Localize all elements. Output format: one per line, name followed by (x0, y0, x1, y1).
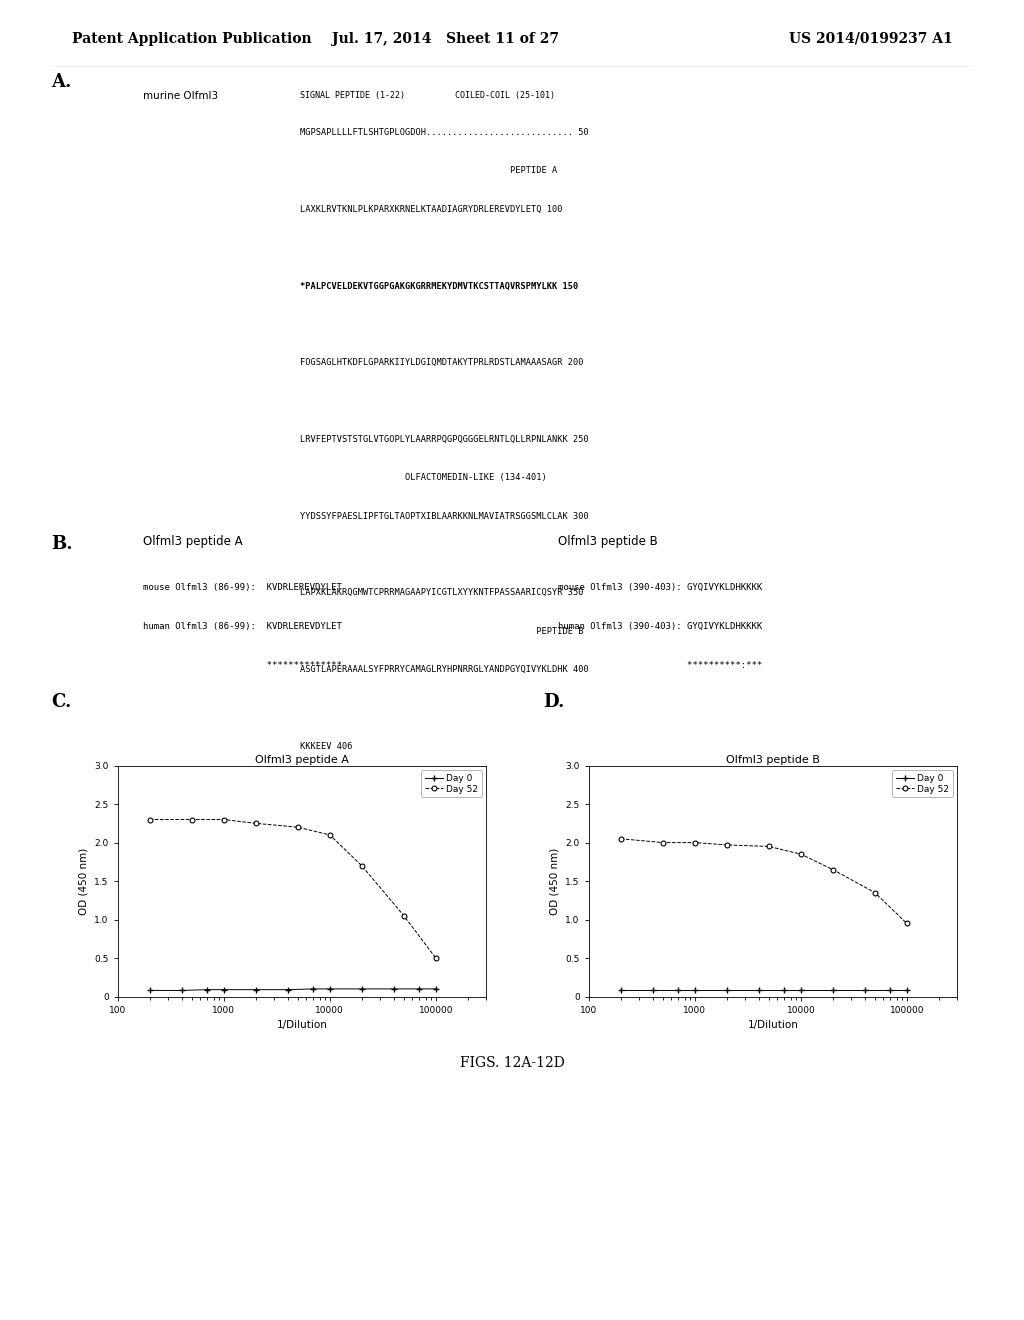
Text: **************: ************** (143, 661, 342, 669)
Text: PEPTIDE A: PEPTIDE A (300, 166, 557, 176)
X-axis label: 1/Dilution: 1/Dilution (276, 1020, 328, 1030)
Text: FIGS. 12A-12D: FIGS. 12A-12D (460, 1056, 564, 1069)
Text: US 2014/0199237 A1: US 2014/0199237 A1 (788, 32, 952, 46)
Text: D.: D. (543, 693, 564, 711)
Text: A.: A. (51, 73, 72, 91)
Text: C.: C. (51, 693, 72, 711)
Legend: Day 0, Day 52: Day 0, Day 52 (421, 770, 482, 797)
Text: murine Olfml3: murine Olfml3 (143, 91, 218, 102)
Text: MGPSAPLLLLFTLSHTGPLOGDOH............................ 50: MGPSAPLLLLFTLSHTGPLOGDOH................… (300, 128, 589, 137)
Text: *PALPCVELDEKVTGGPGAKGKGRRMEKYDMVTKCSTTAQVRSPMYLKK 150: *PALPCVELDEKVTGGPGAKGKGRRMEKYDMVTKCSTTAQ… (300, 281, 579, 290)
Text: KKKEEV 406: KKKEEV 406 (300, 742, 352, 751)
Text: human Olfml3 (86-99):  KVDRLEREVDYLET: human Olfml3 (86-99): KVDRLEREVDYLET (143, 622, 342, 631)
Title: Olfml3 peptide A: Olfml3 peptide A (255, 755, 349, 764)
Text: SIGNAL PEPTIDE (1-22)          COILED-COIL (25-101): SIGNAL PEPTIDE (1-22) COILED-COIL (25-10… (300, 91, 555, 100)
Text: Jul. 17, 2014   Sheet 11 of 27: Jul. 17, 2014 Sheet 11 of 27 (332, 32, 559, 46)
Text: mouse Olfml3 (86-99):  KVDRLEREVDYLET: mouse Olfml3 (86-99): KVDRLEREVDYLET (143, 583, 342, 593)
Text: human Olfml3 (390-403): GYQIVYKLDHKKKK: human Olfml3 (390-403): GYQIVYKLDHKKKK (558, 622, 762, 631)
Text: mouse Olfml3 (390-403): GYQIVYKLDHKKKK: mouse Olfml3 (390-403): GYQIVYKLDHKKKK (558, 583, 762, 593)
Text: ASGTLAPERAAALSYFPRRYCAMAGLRYHPNRRGLYANDPGYQIVYKLDHK 400: ASGTLAPERAAALSYFPRRYCAMAGLRYHPNRRGLYANDP… (300, 665, 589, 675)
Text: OLFACTOMEDIN-LIKE (134-401): OLFACTOMEDIN-LIKE (134-401) (300, 473, 547, 482)
Legend: Day 0, Day 52: Day 0, Day 52 (892, 770, 953, 797)
Text: Olfml3 peptide B: Olfml3 peptide B (558, 535, 657, 548)
Text: LAXKLRVTKNLPLKPARXKRNELKTAADIAGRYDRLEREVDYLETQ 100: LAXKLRVTKNLPLKPARXKRNELKTAADIAGRYDRLEREV… (300, 205, 562, 214)
Text: LAPXKLAKRQGMWTCPRRMAGAAPYICGTLXYYKNTFPASSAARICQSYR 350: LAPXKLAKRQGMWTCPRRMAGAAPYICGTLXYYKNTFPAS… (300, 589, 584, 597)
Text: **********:***: **********:*** (558, 661, 762, 669)
Text: Olfml3 peptide A: Olfml3 peptide A (143, 535, 243, 548)
X-axis label: 1/Dilution: 1/Dilution (748, 1020, 799, 1030)
Y-axis label: OD (450 nm): OD (450 nm) (79, 847, 89, 915)
Y-axis label: OD (450 nm): OD (450 nm) (550, 847, 560, 915)
Text: Patent Application Publication: Patent Application Publication (72, 32, 311, 46)
Text: B.: B. (51, 535, 73, 553)
Text: FOGSAGLHTKDFLGPARKIIYLDGIQMDTAKYTPRLRDSTLAMAAASAGR 200: FOGSAGLHTKDFLGPARKIIYLDGIQMDTAKYTPRLRDST… (300, 358, 584, 367)
Text: YYDSSYFPAESLIPFTGLTAOPTXIBLAARKKNLMAVIATRSGGSMLCLAK 300: YYDSSYFPAESLIPFTGLTAOPTXIBLAARKKNLMAVIAT… (300, 512, 589, 520)
Text: LRVFEPTVSTSTGLVTGOPLYLAARRPQGPQGGGELRNTLQLLRPNLANKK 250: LRVFEPTVSTSTGLVTGOPLYLAARRPQGPQGGGELRNTL… (300, 434, 589, 444)
Title: Olfml3 peptide B: Olfml3 peptide B (726, 755, 820, 764)
Text: PEPTIDE B: PEPTIDE B (300, 627, 584, 635)
